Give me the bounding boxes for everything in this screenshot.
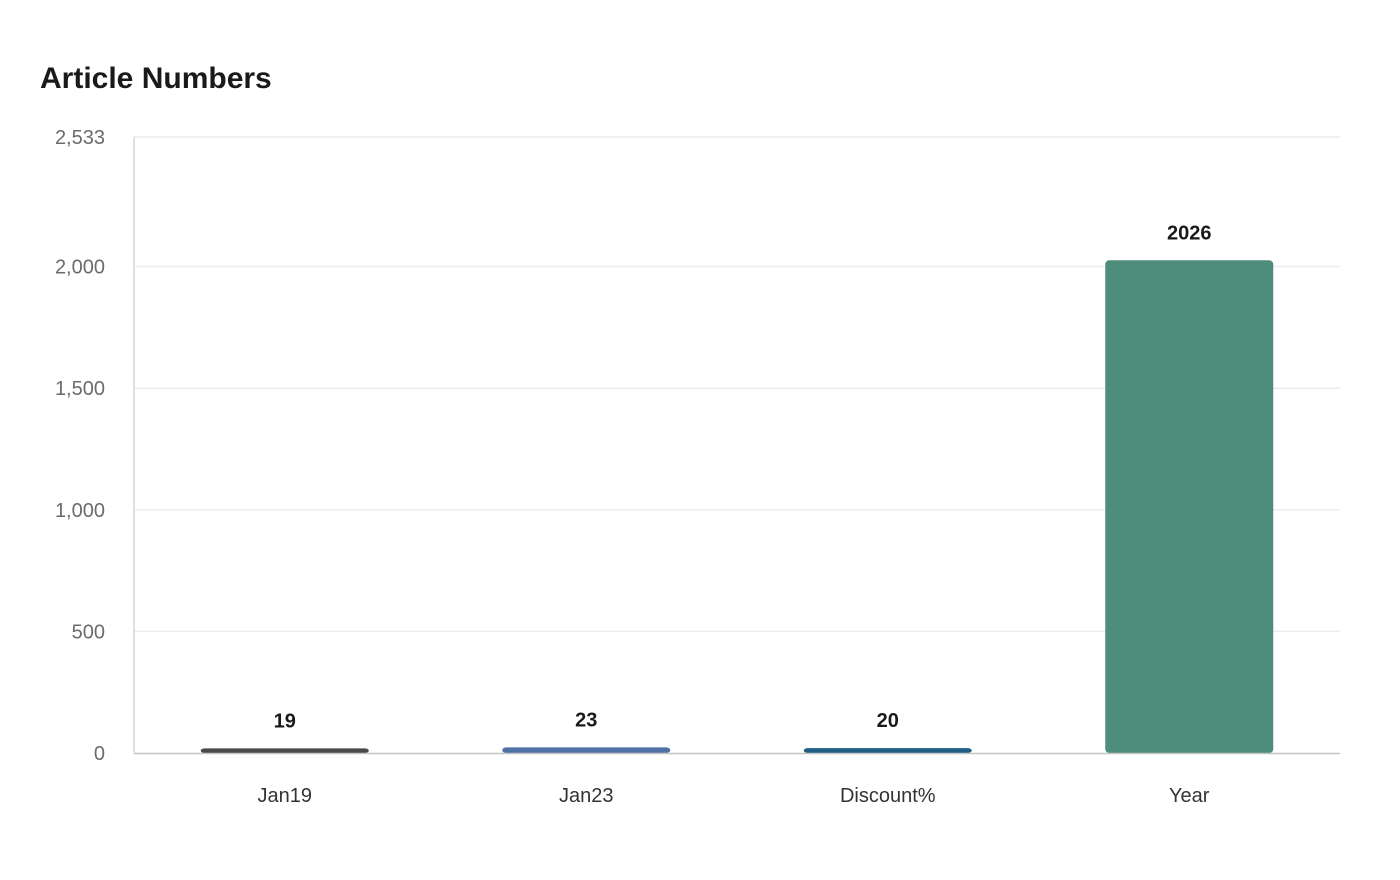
y-axis-ticks: 0 500 1,000 1,500 2,000 2,533 — [55, 127, 105, 765]
y-tick-label: 2,000 — [55, 257, 105, 279]
bars — [200, 260, 1274, 753]
y-tick-label: 2,533 — [55, 127, 105, 149]
y-tick-label: 0 — [94, 743, 105, 765]
bar-jan19[interactable] — [200, 748, 369, 753]
bar-jan23[interactable] — [502, 747, 671, 753]
data-labels: 19 23 20 2026 — [274, 222, 1212, 732]
data-label: 23 — [575, 709, 597, 731]
data-label: 20 — [877, 710, 899, 732]
data-label: 2026 — [1167, 222, 1212, 244]
x-tick-label: Jan23 — [559, 785, 614, 807]
chart-title: Article Numbers — [40, 62, 272, 95]
y-tick-label: 1,000 — [55, 500, 105, 522]
x-axis-ticks: Jan19 Jan23 Discount% Year — [258, 785, 1210, 807]
bar-year[interactable] — [1105, 260, 1274, 753]
y-tick-label: 500 — [72, 621, 105, 643]
y-tick-label: 1,500 — [55, 378, 105, 400]
x-tick-label: Year — [1169, 785, 1210, 807]
x-tick-label: Discount% — [840, 785, 936, 807]
bar-discount-[interactable] — [803, 748, 972, 753]
x-tick-label: Jan19 — [258, 785, 313, 807]
data-label: 19 — [274, 710, 296, 732]
